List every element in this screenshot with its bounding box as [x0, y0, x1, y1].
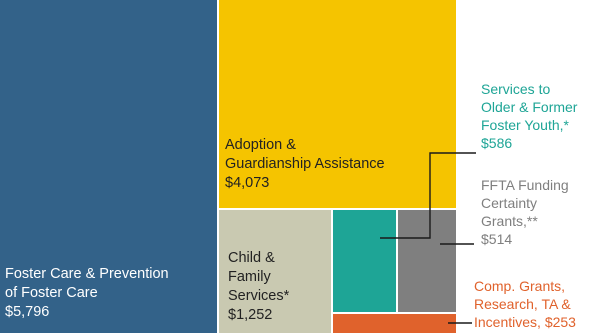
tile-child-family-label: Child &: [228, 250, 275, 266]
annotation-ffta: $514: [481, 231, 512, 247]
tile-older-youth: [333, 210, 396, 312]
annotation-older-youth: $586: [481, 135, 512, 151]
tile-child-family-label: Family: [228, 269, 271, 285]
tile-adoption-label: Guardianship Assistance: [225, 156, 385, 172]
tile-foster-care-label: Foster Care & Prevention: [5, 266, 169, 282]
tile-child-family-label: $1,252: [228, 307, 272, 323]
annotation-ffta: FFTA Funding: [481, 177, 569, 193]
tile-foster-care-label: $5,796: [5, 304, 49, 320]
tile-adoption-label: Adoption &: [225, 137, 296, 153]
tile-child-family: [219, 210, 331, 333]
tile-adoption: [219, 0, 456, 208]
annotation-ffta: Grants,**: [481, 213, 538, 229]
tile-foster-care: [0, 0, 217, 333]
annotation-comp-grants: Incentives, $253: [474, 314, 576, 330]
tile-ffta: [398, 210, 456, 312]
annotation-ffta: Certainty: [481, 195, 537, 211]
annotation-comp-grants: Comp. Grants,: [474, 278, 565, 294]
annotation-comp-grants: Research, TA &: [474, 296, 571, 312]
tile-comp-grants: [333, 314, 456, 333]
tile-foster-care-label: of Foster Care: [5, 285, 98, 301]
tile-adoption-label: $4,073: [225, 175, 269, 191]
tile-child-family-label: Services*: [228, 288, 290, 304]
annotation-older-youth: Foster Youth,*: [481, 117, 570, 133]
annotation-older-youth: Services to: [481, 81, 550, 97]
annotation-older-youth: Older & Former: [481, 99, 578, 115]
leader-line-older-youth: [380, 152, 476, 239]
